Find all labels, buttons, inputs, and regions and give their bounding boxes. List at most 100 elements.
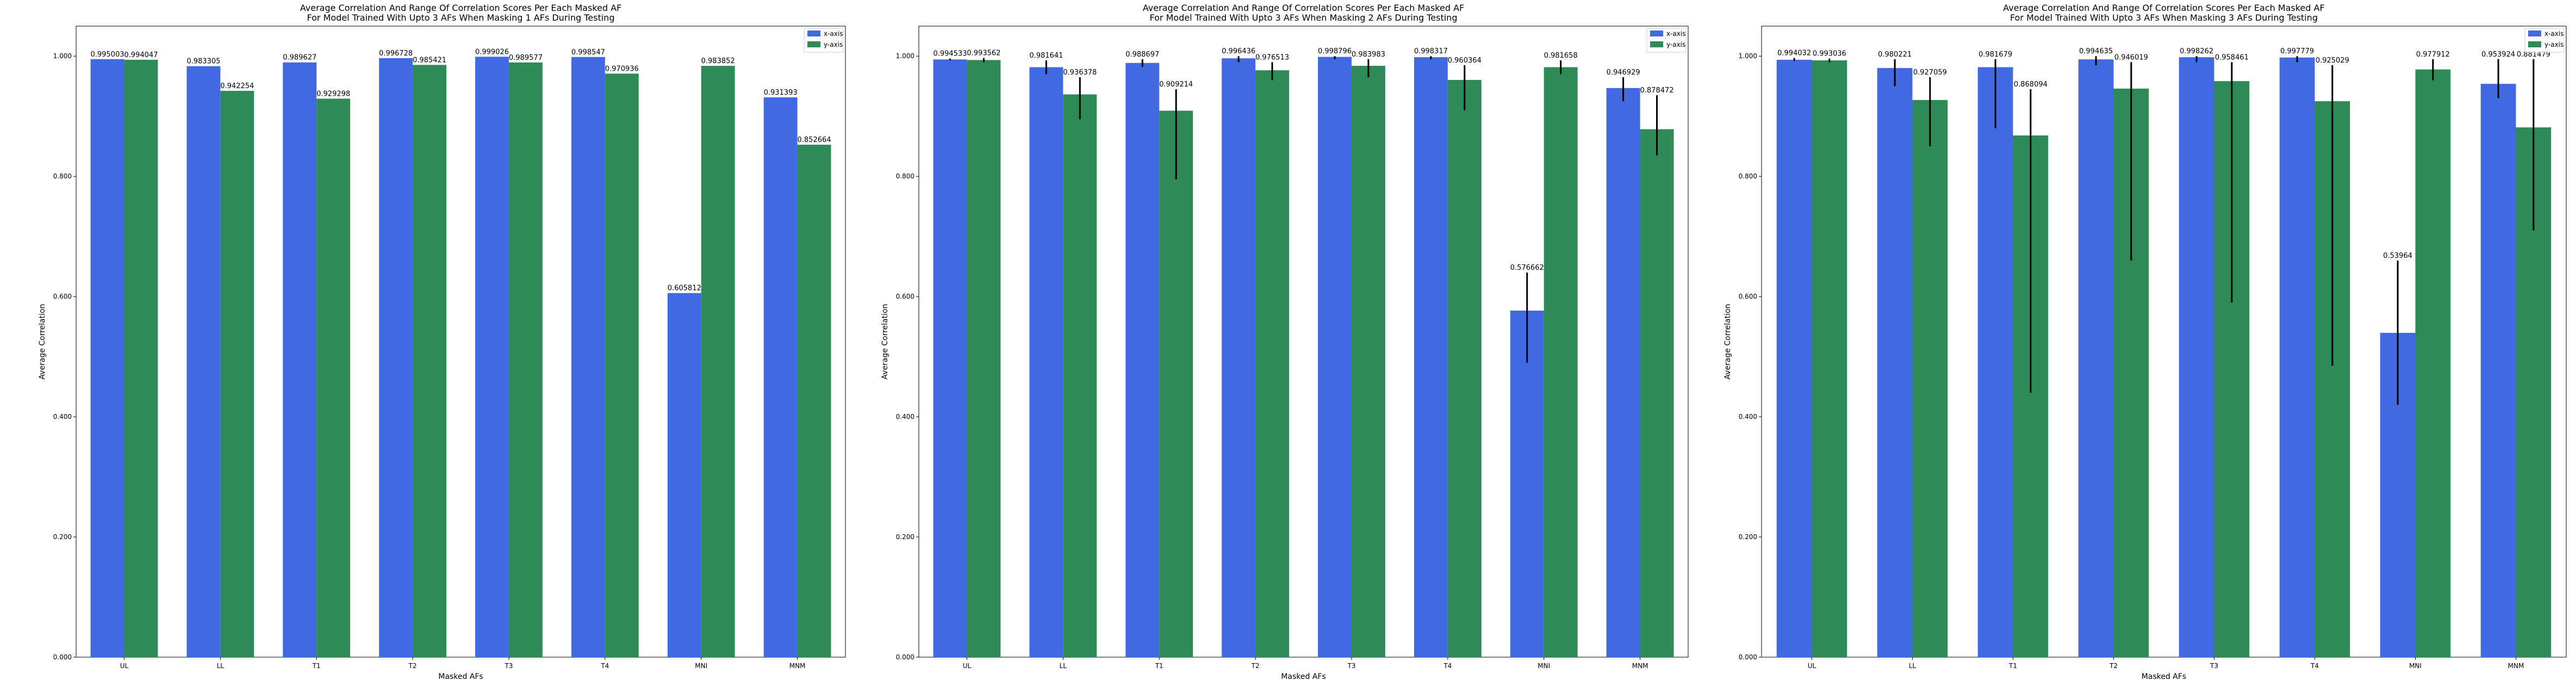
- data-label: 0.958461: [2215, 53, 2249, 61]
- bar-y-axis: [1351, 65, 1385, 657]
- data-label: 0.953924: [2481, 51, 2515, 59]
- data-label: 0.983852: [701, 57, 735, 65]
- chart-title-line: For Model Trained With Upto 3 AFs When M…: [2010, 13, 2318, 23]
- x-tick-label: T1: [1155, 662, 1163, 670]
- data-label: 0.999026: [475, 48, 509, 56]
- x-tick-label: MNM: [1632, 662, 1648, 670]
- bar-y-axis: [220, 91, 254, 657]
- data-label: 0.878472: [1640, 86, 1674, 95]
- legend-swatch: [2528, 30, 2541, 36]
- data-label: 0.970936: [605, 65, 639, 73]
- x-tick-label: MNM: [2508, 662, 2524, 670]
- bar-x-axis: [763, 97, 798, 658]
- y-tick-label: 0.600: [53, 293, 72, 300]
- bar-x-axis: [571, 57, 605, 658]
- legend-swatch: [2528, 41, 2541, 47]
- y-tick-label: 0.800: [896, 172, 914, 180]
- bar-x-axis: [2480, 84, 2516, 657]
- bar-y-axis: [605, 73, 639, 657]
- bar-y-axis: [316, 98, 351, 658]
- bar-y-axis: [1447, 80, 1482, 657]
- x-tick-label: MNI: [695, 662, 707, 670]
- data-label: 0.994533: [933, 50, 967, 58]
- data-label: 0.989577: [509, 54, 543, 62]
- y-tick-label: 1.000: [896, 52, 914, 60]
- bar-x-axis: [1877, 68, 1913, 657]
- x-axis-label: Masked AFs: [2142, 672, 2186, 681]
- data-label: 0.996728: [379, 50, 413, 58]
- y-tick-label: 0.200: [896, 533, 914, 541]
- data-label: 0.909214: [1159, 81, 1193, 89]
- bar-x-axis: [1510, 310, 1544, 657]
- x-tick-label: T4: [1443, 662, 1452, 670]
- chart-title-line: Average Correlation And Range Of Correla…: [300, 3, 621, 13]
- legend-label: x-axis: [824, 30, 843, 38]
- y-tick-label: 0.400: [53, 413, 72, 421]
- data-label: 0.989627: [283, 54, 316, 62]
- data-label: 0.946019: [2114, 53, 2148, 61]
- bar-x-axis: [379, 58, 413, 657]
- data-label: 0.998796: [1318, 47, 1352, 55]
- x-tick-label: UL: [1808, 662, 1816, 670]
- y-axis-label: Average Correlation: [38, 304, 47, 379]
- x-tick-label: LL: [1909, 662, 1917, 670]
- data-label: 0.993562: [967, 50, 1000, 58]
- legend-label: y-axis: [824, 41, 843, 48]
- data-label: 0.981641: [1029, 52, 1063, 60]
- bar-x-axis: [1606, 88, 1640, 658]
- y-tick-label: 0.000: [896, 653, 914, 661]
- legend-swatch: [807, 30, 820, 36]
- bar-y-axis: [967, 60, 1001, 657]
- y-tick-label: 0.600: [1739, 293, 1757, 300]
- chart-title-line: Average Correlation And Range Of Correla…: [2003, 3, 2324, 13]
- chart-title-line: For Model Trained With Upto 3 AFs When M…: [307, 13, 615, 23]
- data-label: 0.946929: [1607, 69, 1640, 77]
- bar-x-axis: [933, 59, 967, 657]
- bar-y-axis: [1812, 60, 1847, 658]
- legend-label: x-axis: [1666, 30, 1685, 38]
- bar-y-axis: [2415, 69, 2451, 657]
- x-tick-label: T4: [2310, 662, 2319, 670]
- data-label: 0.605812: [668, 285, 701, 293]
- y-tick-label: 0.200: [1739, 533, 1757, 541]
- data-label: 0.988697: [1125, 51, 1159, 59]
- bar-x-axis: [186, 66, 221, 657]
- data-label: 0.995003: [90, 51, 124, 59]
- data-label: 0.980221: [1878, 51, 1912, 59]
- bar-x-axis: [2279, 57, 2315, 657]
- bar-x-axis: [1318, 57, 1352, 657]
- bar-x-axis: [90, 59, 125, 658]
- bar-x-axis: [1125, 63, 1160, 657]
- x-tick-label: LL: [1060, 662, 1067, 670]
- data-label: 0.998262: [2180, 47, 2213, 55]
- x-tick-label: LL: [217, 662, 225, 670]
- data-label: 0.985421: [413, 56, 446, 64]
- x-axis-label: Masked AFs: [438, 672, 483, 681]
- x-tick-label: UL: [963, 662, 972, 670]
- legend-label: x-axis: [2544, 30, 2563, 38]
- data-label: 0.929298: [316, 90, 350, 98]
- bar-y-axis: [1063, 94, 1097, 657]
- x-tick-label: MNI: [1538, 662, 1550, 670]
- data-label: 0.981658: [1544, 52, 1578, 60]
- bar-x-axis: [1222, 58, 1256, 658]
- data-label: 0.994032: [1777, 50, 1811, 58]
- data-label: 0.998547: [571, 48, 605, 57]
- chart-title-line: For Model Trained With Upto 3 AFs When M…: [1150, 13, 1458, 23]
- bar-x-axis: [1776, 59, 1812, 658]
- x-tick-label: UL: [120, 662, 129, 670]
- x-tick-label: T2: [408, 662, 417, 670]
- data-label: 0.852664: [798, 136, 831, 144]
- data-label: 0.936378: [1063, 69, 1097, 77]
- plot-frame: [1761, 26, 2567, 658]
- bar-y-axis: [1912, 100, 1948, 657]
- y-tick-label: 0.400: [1739, 413, 1757, 421]
- legend-label: y-axis: [1666, 41, 1685, 48]
- y-tick-label: 0.400: [896, 413, 914, 421]
- plot-frame: [918, 26, 1689, 658]
- x-tick-label: T3: [2210, 662, 2218, 670]
- bar-y-axis: [1544, 67, 1578, 658]
- data-label: 0.925029: [2316, 57, 2349, 65]
- x-tick-label: T2: [1251, 662, 1260, 670]
